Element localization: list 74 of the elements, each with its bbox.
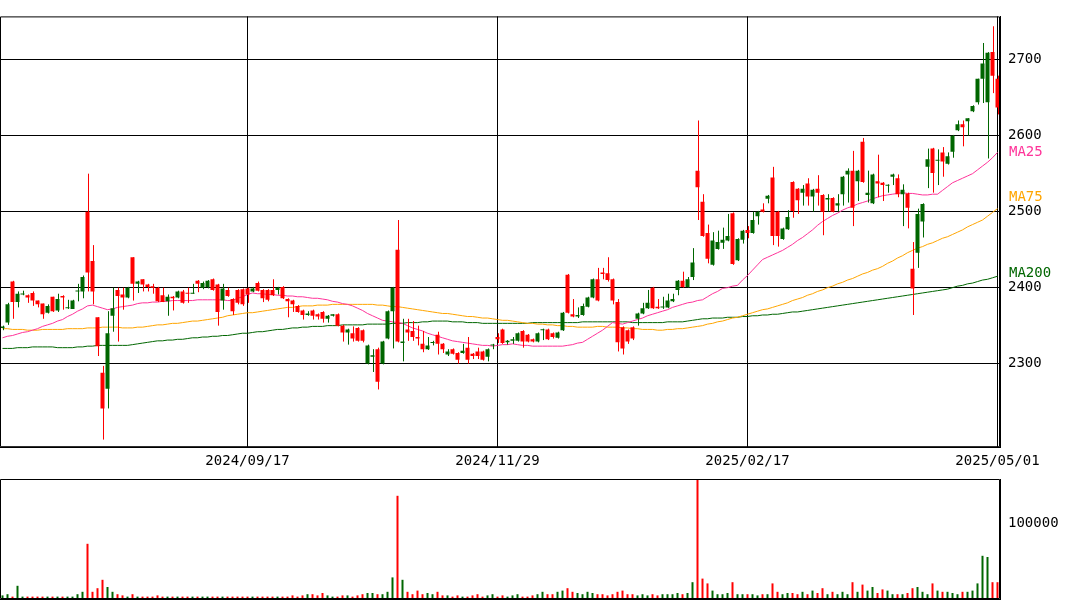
bar [996,582,999,599]
series-label: MA25 [1009,143,1043,160]
candlestick [410,320,415,342]
candlestick [690,247,695,281]
candlestick [975,78,980,106]
bar [981,555,984,599]
candlestick [5,302,10,326]
bar [821,588,824,599]
candlestick [950,134,955,159]
bar [16,585,19,599]
bar [881,589,884,599]
bar [871,587,874,599]
candlestick [855,169,860,202]
candlestick [910,241,915,316]
candlestick [940,146,945,178]
series-label: MA75 [1009,188,1043,205]
x-tick-label: 2024/11/29 [455,452,540,469]
x-tick-label: 2025/02/17 [705,452,790,469]
bar [731,582,734,599]
candlestick [840,175,845,207]
bar [701,578,704,599]
bar [931,583,934,599]
bar [851,582,854,599]
bar [706,583,709,599]
bar [916,587,919,599]
y-tick-label: 2500 [1008,202,1042,219]
x-tick-label: 2025/05/01 [955,452,1040,469]
candlestick [560,311,565,332]
bar [861,584,864,599]
bar [911,588,914,599]
candlestick [120,287,125,311]
candlestick [800,184,805,207]
candlestick [695,119,700,221]
bar [391,577,394,599]
candlestick [190,283,195,295]
bar [986,557,989,599]
bar [696,479,699,599]
candlestick [60,294,65,311]
candlestick [645,289,650,310]
candlestick [990,25,995,94]
y-tick-label: 2700 [1008,50,1042,67]
bar [396,495,399,599]
bar [691,582,694,599]
candlestick [725,213,730,242]
bar [86,543,89,599]
bar [991,582,994,599]
candlestick [885,183,890,194]
bar [566,588,569,599]
y-tick-label: 2600 [1008,126,1042,143]
candlestick [820,193,825,236]
candlestick [750,211,755,235]
candlestick [370,348,375,373]
bar [401,579,404,599]
bar [101,579,104,599]
bar [106,587,109,599]
candlestick [110,287,115,333]
candlestick [905,192,910,229]
candlestick [80,274,85,299]
candlestick [10,280,15,320]
series-label: MA200 [1009,264,1052,281]
y-tick-label: 2400 [1008,278,1042,295]
candlestick [815,174,820,207]
bar [976,583,979,599]
y-tick-label: 2300 [1008,354,1042,371]
candlestick [420,330,425,353]
candlestick [925,148,930,189]
candlestick [220,283,225,311]
candlestick [935,148,940,186]
candlestick [415,325,420,346]
bar [771,583,774,599]
candlestick [825,193,830,213]
text: 100000 [1008,513,1059,530]
x-tick-label: 2024/09/17 [205,452,290,469]
bar [96,588,99,599]
